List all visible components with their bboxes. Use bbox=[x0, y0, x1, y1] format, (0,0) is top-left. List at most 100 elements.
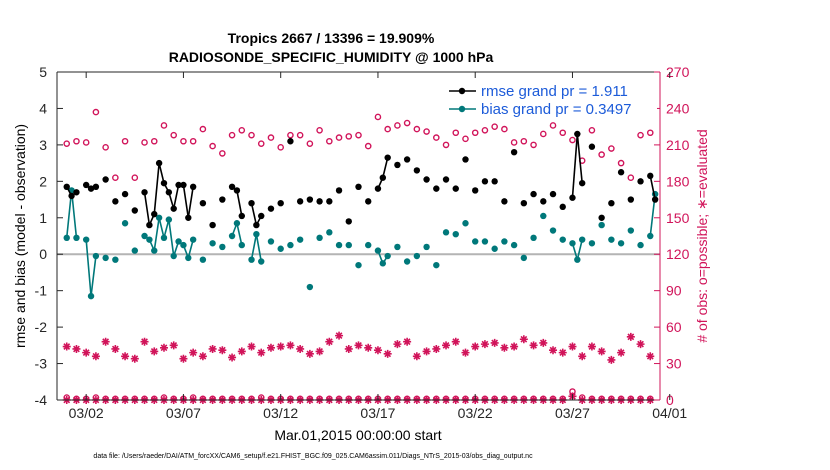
bias-point bbox=[131, 247, 139, 254]
bias-point bbox=[549, 227, 557, 234]
obs-evaluated-point bbox=[480, 340, 489, 349]
rmse-point bbox=[306, 196, 314, 203]
y-tick-label-right: 270 bbox=[666, 64, 690, 80]
obs-evaluated-point bbox=[62, 342, 71, 351]
bias-segment bbox=[90, 255, 97, 297]
rmse-point bbox=[160, 179, 168, 187]
bias-point bbox=[510, 241, 518, 249]
obs-possible-point bbox=[73, 137, 80, 145]
obs-possible-point bbox=[403, 119, 411, 127]
x-tick-label: 03/12 bbox=[263, 405, 298, 421]
obs-possible-point bbox=[335, 134, 343, 141]
obs-evaluated-point bbox=[617, 348, 626, 357]
obs-possible-point bbox=[569, 136, 576, 144]
obs-possible-point bbox=[267, 134, 275, 141]
obs-evaluated-point bbox=[393, 340, 402, 349]
legend-bias-marker bbox=[458, 105, 466, 113]
bias-point bbox=[627, 227, 635, 234]
x-axis-label: Mar.01,2015 00:00:00 start bbox=[274, 427, 441, 443]
rmse-point bbox=[92, 183, 100, 190]
obs-possible-point bbox=[180, 137, 187, 145]
legend-box bbox=[445, 80, 657, 120]
obs-evaluated-point bbox=[578, 352, 587, 361]
obs-evaluated-point bbox=[636, 340, 645, 349]
x-tick-label: 03/22 bbox=[458, 405, 493, 421]
bias-point bbox=[559, 236, 566, 243]
obs-evaluated-point bbox=[218, 346, 227, 355]
bias-point bbox=[530, 234, 537, 242]
y-tick-label-right: 180 bbox=[666, 173, 690, 189]
obs-possible-point bbox=[423, 128, 430, 135]
bias-point bbox=[170, 252, 177, 260]
obs-possible-point bbox=[413, 125, 421, 133]
bias-point bbox=[574, 256, 581, 263]
obs-possible-point bbox=[326, 137, 333, 145]
rmse-point bbox=[481, 178, 489, 185]
rmse-point bbox=[316, 198, 323, 205]
obs-evaluated-point bbox=[169, 341, 178, 350]
rmse-segment bbox=[649, 175, 656, 200]
bias-point bbox=[151, 247, 158, 254]
bias-point bbox=[403, 258, 411, 265]
rmse-point bbox=[287, 138, 294, 145]
y-axis-label-right: # of obs: o=possible; ∗=evaluated bbox=[694, 129, 710, 342]
rmse-point bbox=[423, 176, 430, 183]
bias-point bbox=[423, 243, 430, 251]
rmse-series bbox=[63, 130, 659, 229]
bias-point bbox=[413, 252, 421, 260]
obs-evaluated-point bbox=[383, 349, 392, 358]
obs-evaluated-point bbox=[529, 341, 538, 350]
rmse-segment bbox=[571, 133, 579, 198]
obs-possible-point bbox=[433, 134, 440, 141]
obs-evaluated-point bbox=[179, 354, 188, 363]
rmse-point bbox=[472, 187, 479, 194]
obs-evaluated-point bbox=[597, 347, 606, 356]
x-tick-label: 03/02 bbox=[69, 405, 104, 421]
obs-possible-point bbox=[491, 123, 498, 130]
obs-possible-point bbox=[131, 174, 139, 181]
rmse-segment bbox=[172, 184, 180, 209]
bias-point bbox=[588, 240, 596, 247]
y-tick-label-right: 30 bbox=[666, 356, 682, 372]
obs-evaluated-point bbox=[208, 344, 217, 353]
rmse-point bbox=[627, 196, 635, 203]
bias-segment bbox=[236, 223, 243, 246]
x-tick-label: 04/01 bbox=[652, 405, 687, 421]
obs-possible-point bbox=[442, 141, 450, 149]
rmse-point bbox=[170, 205, 177, 212]
rmse-point bbox=[165, 189, 173, 196]
obs-possible-point bbox=[452, 129, 460, 137]
bias-point bbox=[141, 232, 148, 240]
y-tick-label-right: 120 bbox=[666, 246, 690, 262]
obs-possible-point bbox=[141, 139, 148, 146]
bias-point bbox=[598, 221, 605, 229]
obs-evaluated-point bbox=[442, 341, 451, 350]
bias-point bbox=[121, 220, 129, 227]
bias-point bbox=[394, 243, 401, 251]
obs-possible-point bbox=[481, 127, 489, 134]
obs-evaluated-point bbox=[101, 337, 110, 346]
rmse-point bbox=[258, 212, 265, 220]
obs-evaluated-point bbox=[422, 347, 431, 356]
bias-point bbox=[345, 241, 352, 249]
rmse-point bbox=[199, 200, 207, 207]
obs-possible-point bbox=[150, 137, 158, 145]
obs-evaluated-point bbox=[432, 344, 441, 353]
rmse-point bbox=[433, 185, 440, 192]
obs-possible-point bbox=[364, 142, 372, 150]
bias-point bbox=[248, 256, 255, 263]
bias-point bbox=[452, 230, 459, 238]
obs-possible-point bbox=[646, 129, 654, 137]
rmse-point bbox=[520, 200, 528, 207]
obs-evaluated-point bbox=[344, 344, 353, 353]
bias-segment bbox=[168, 219, 175, 257]
rmse-point bbox=[442, 176, 450, 183]
rmse-point bbox=[651, 196, 659, 203]
footnote: data file: /Users/raeder/DAI/ATM_forcXX/… bbox=[93, 453, 533, 460]
obs-evaluated-point bbox=[228, 353, 237, 362]
obs-possible-point bbox=[539, 130, 547, 138]
obs-possible-point bbox=[530, 141, 537, 149]
rmse-point bbox=[365, 198, 372, 205]
axes-layer: -4-3-2-101234503060901201501802102402700… bbox=[35, 64, 690, 421]
obs-evaluated-point bbox=[247, 342, 256, 351]
